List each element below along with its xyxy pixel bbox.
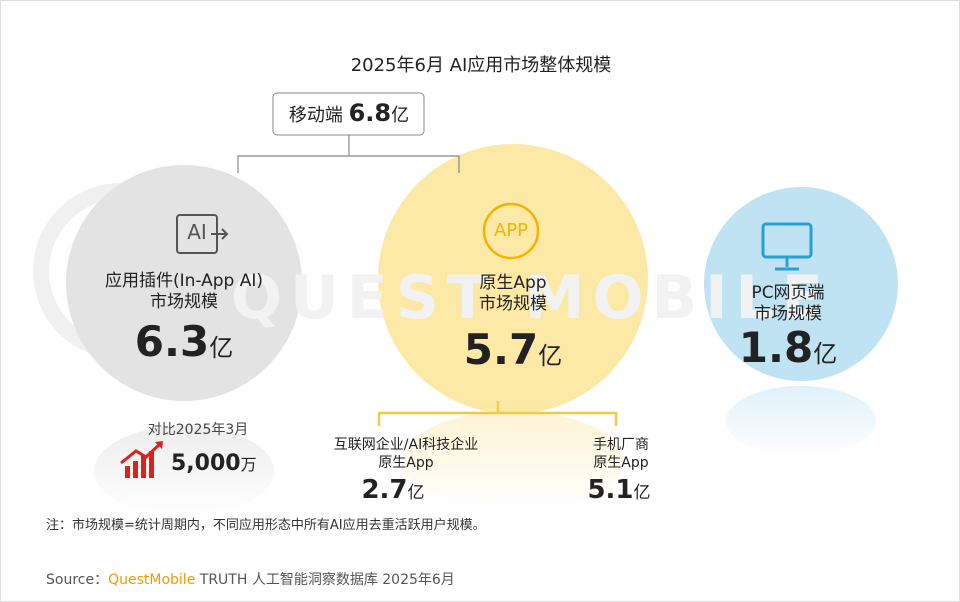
- bracket: [377, 401, 618, 426]
- value: 5.1: [587, 475, 634, 505]
- unit: 亿: [633, 483, 651, 503]
- label-line: 手机厂商: [593, 437, 649, 453]
- label-line: 互联网企业/AI科技企业: [333, 437, 479, 453]
- ai-icon-arrow: [211, 228, 229, 240]
- root-value: 6.8: [348, 99, 392, 127]
- root-box: [272, 92, 425, 136]
- node-value: 1.8亿: [739, 323, 837, 372]
- node-value: 6.3亿: [135, 317, 233, 366]
- value: 5,000: [171, 451, 241, 476]
- source-brand: QuestMobile: [108, 572, 196, 588]
- ai-icon-label: AI: [187, 220, 207, 244]
- note: 注：市场规模=统计周期内，不同应用形态中所有AI应用去重活跃用户规模。: [46, 518, 486, 533]
- label-line: 市场规模: [479, 294, 547, 314]
- value: 5.7: [463, 325, 539, 374]
- connector: [237, 135, 460, 173]
- title: 2025年6月 AI应用市场整体规模: [350, 55, 612, 76]
- sub-value: 5.1亿: [587, 475, 650, 505]
- pc-circle: [704, 187, 898, 381]
- native-circle: [378, 144, 648, 414]
- unit: 亿: [813, 340, 838, 368]
- root-node: 移动端 6.8亿: [289, 99, 409, 127]
- trend-icon: [120, 441, 163, 478]
- label-line: 市场规模: [754, 304, 822, 324]
- reflection: [726, 386, 876, 456]
- label-line: PC网页端: [751, 283, 825, 303]
- pc-icon-stand: [775, 257, 799, 271]
- sub-label: 互联网企业/AI科技企业 原生App: [334, 436, 478, 472]
- watermark: QUEST MOBILE: [231, 263, 831, 333]
- app-icon: [482, 202, 540, 260]
- value: 6.3: [134, 317, 210, 366]
- node-label: PC网页端 市场规模: [751, 283, 824, 325]
- label-line: 原生App: [593, 455, 649, 471]
- label-line: 市场规模: [149, 292, 218, 312]
- sub-label: 手机厂商原生App: [593, 436, 649, 472]
- label-line: 原生App: [479, 273, 547, 293]
- label-line: 原生App: [378, 455, 434, 471]
- sub-value: 2.7亿: [361, 475, 424, 505]
- source-text: TRUTH 人工智能洞察数据库 2025年6月: [195, 572, 455, 588]
- source-prefix: Source：: [46, 572, 109, 588]
- compare-value: 5,000万: [171, 451, 257, 476]
- label-line: 应用插件(In-App AI): [104, 271, 264, 291]
- reflection: [403, 411, 623, 511]
- node-label: 原生App 市场规模: [479, 273, 547, 315]
- unit: 万: [240, 455, 257, 474]
- node-label: 应用插件(In-App AI) 市场规模: [105, 271, 263, 313]
- value: 1.8: [738, 323, 814, 372]
- source: Source：QuestMobile TRUTH 人工智能洞察数据库 2025年…: [46, 569, 455, 589]
- unit: 亿: [538, 342, 563, 370]
- unit: 亿: [407, 483, 425, 503]
- inapp-circle: [66, 165, 302, 401]
- root-label: 移动端: [288, 105, 343, 126]
- root-unit: 亿: [391, 105, 410, 126]
- reflection: [94, 426, 274, 516]
- node-value: 5.7亿: [464, 325, 562, 374]
- app-icon-label: APP: [493, 220, 529, 241]
- unit: 亿: [209, 334, 234, 362]
- value: 2.7: [361, 475, 408, 505]
- compare-label: 对比2025年3月: [147, 422, 249, 438]
